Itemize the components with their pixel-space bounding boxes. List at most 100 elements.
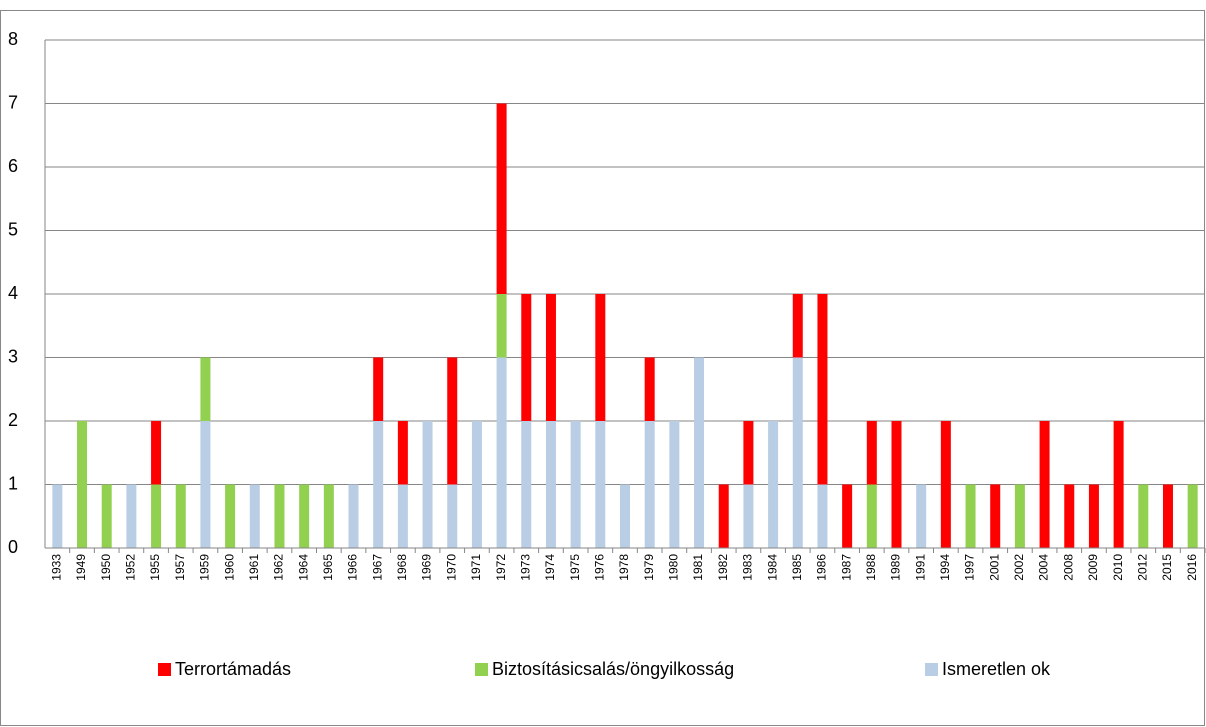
bar-segment <box>496 357 507 548</box>
x-tick-label: 1960 <box>222 554 236 581</box>
bar-segment <box>1088 484 1099 548</box>
bar-segment <box>718 484 729 548</box>
x-tick-label: 1974 <box>543 554 557 581</box>
bar-segment <box>496 103 507 294</box>
x-tick-label: 2015 <box>1160 554 1174 581</box>
bar-segment <box>200 357 211 421</box>
x-tick-label: 1964 <box>296 554 310 581</box>
bar-segment <box>447 357 458 485</box>
x-tick-label: 1955 <box>148 554 162 581</box>
x-tick-label: 1984 <box>765 554 779 581</box>
bar-segment <box>842 484 853 548</box>
bar-segment <box>151 421 162 485</box>
bar-segment <box>1014 484 1025 548</box>
bar-segment <box>323 484 334 548</box>
bar-segment <box>151 484 162 548</box>
bar-segment <box>397 484 408 548</box>
y-tick-label: 5 <box>8 219 18 239</box>
bar-segment <box>471 421 482 548</box>
x-tick-label: 1979 <box>642 554 656 581</box>
x-tick-label: 1982 <box>716 554 730 581</box>
bar-segment <box>990 484 1001 548</box>
bar-segment <box>422 421 433 548</box>
x-tick-label: 1989 <box>889 554 903 581</box>
x-tick-label: 2012 <box>1135 554 1149 581</box>
bar-segment <box>496 294 507 358</box>
x-tick-label: 2001 <box>987 554 1001 581</box>
x-tick-label: 2009 <box>1086 554 1100 581</box>
x-tick-label: 1983 <box>741 554 755 581</box>
bar-segment <box>792 357 803 548</box>
x-tick-label: 1966 <box>346 554 360 581</box>
x-tick-label: 2008 <box>1061 554 1075 581</box>
y-tick-label: 1 <box>8 473 18 493</box>
legend-label: Ismeretlen ok <box>942 659 1051 679</box>
bar-segment <box>694 357 705 548</box>
x-tick-label: 1968 <box>395 554 409 581</box>
bar-segment <box>965 484 976 548</box>
bar-segment <box>644 357 655 421</box>
y-tick-label: 4 <box>8 283 18 303</box>
x-tick-label: 1959 <box>198 554 212 581</box>
legend-swatch <box>925 663 938 676</box>
bar-segment <box>1162 484 1173 548</box>
bar-segment <box>373 357 384 421</box>
legend-swatch <box>475 663 488 676</box>
x-tick-label: 1952 <box>124 554 138 581</box>
bar-segment <box>101 484 112 548</box>
x-tick-label: 1997 <box>963 554 977 581</box>
bar-segment <box>866 484 877 548</box>
bar-segment <box>768 421 779 548</box>
x-tick-label: 1985 <box>790 554 804 581</box>
bar-segment <box>817 294 828 485</box>
x-tick-label: 1949 <box>74 554 88 581</box>
bar-segment <box>348 484 359 548</box>
x-tick-label: 1967 <box>370 554 384 581</box>
x-tick-label: 2002 <box>1012 554 1026 581</box>
bar-segment <box>397 421 408 485</box>
bar-segment <box>891 421 902 548</box>
x-tick-label: 1981 <box>691 554 705 581</box>
bar-segment <box>274 484 285 548</box>
bar-segment <box>620 484 630 548</box>
bar-segment <box>644 421 655 548</box>
legend-swatch <box>158 663 171 676</box>
bar-segment <box>249 484 260 548</box>
bar-segment <box>743 484 754 548</box>
x-tick-label: 1980 <box>667 554 681 581</box>
x-tick-label: 1933 <box>50 554 64 581</box>
bar-segment <box>669 421 680 548</box>
bar-segment <box>126 484 137 548</box>
bar-segment <box>792 294 803 358</box>
x-tick-label: 1987 <box>839 554 853 581</box>
bar-segment <box>1113 421 1124 548</box>
x-tick-label: 1994 <box>938 554 952 581</box>
x-tick-label: 1969 <box>420 554 434 581</box>
bar-segment <box>225 484 236 548</box>
bar-segment <box>916 484 927 548</box>
bar-segment <box>1187 484 1198 548</box>
x-tick-label: 1972 <box>494 554 508 581</box>
bar-segment <box>595 294 606 421</box>
x-tick-label: 1973 <box>518 554 532 581</box>
legend-label: Terrortámadás <box>175 659 291 679</box>
bar-segment <box>447 484 458 548</box>
x-tick-label: 1988 <box>864 554 878 581</box>
x-tick-label: 1950 <box>99 554 113 581</box>
x-tick-label: 1986 <box>815 554 829 581</box>
x-tick-label: 1976 <box>592 554 606 581</box>
x-tick-label: 1965 <box>321 554 335 581</box>
bar-segment <box>299 484 310 548</box>
x-tick-label: 1962 <box>272 554 286 581</box>
bar-segment <box>940 421 951 548</box>
x-tick-label: 2004 <box>1037 554 1051 581</box>
x-tick-label: 1978 <box>617 554 631 581</box>
bar-segment <box>1064 484 1075 548</box>
bar-segment <box>200 421 211 548</box>
bar-segment <box>866 421 877 485</box>
bar-segment <box>1138 484 1149 548</box>
x-tick-label: 1991 <box>913 554 927 581</box>
x-tick-label: 2010 <box>1111 554 1125 581</box>
x-tick-label: 1971 <box>469 554 483 581</box>
